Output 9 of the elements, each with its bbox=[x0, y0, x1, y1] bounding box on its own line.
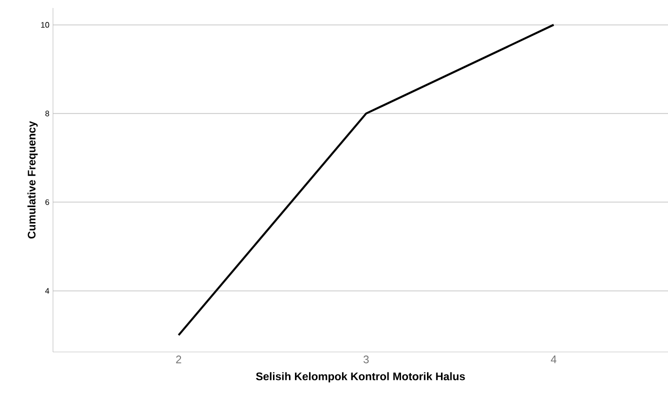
x-tick-label: 3 bbox=[364, 356, 369, 364]
x-tick-label: 2 bbox=[176, 356, 182, 364]
y-tick-label: 10 bbox=[41, 22, 50, 28]
y-tick-label: 6 bbox=[45, 199, 50, 205]
y-tick-label: 4 bbox=[45, 288, 50, 294]
x-tick-label: 4 bbox=[550, 356, 556, 364]
x-axis-title: Selisih Kelompok Kontrol Motorik Halus bbox=[256, 372, 465, 382]
y-tick-label: 8 bbox=[45, 110, 50, 116]
y-axis-title: Cumulative Frequency bbox=[27, 121, 38, 239]
